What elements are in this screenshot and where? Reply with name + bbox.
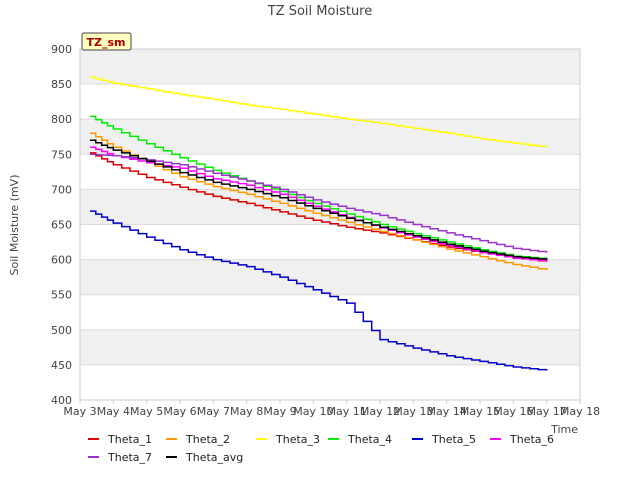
x-tick-label: May 12 <box>360 405 400 418</box>
x-tick-label: May 5 <box>130 405 163 418</box>
y-tick-label: 650 <box>51 219 72 232</box>
x-tick-label: May 9 <box>263 405 296 418</box>
y-tick-label: 850 <box>51 78 72 91</box>
badge-label: TZ_sm <box>87 36 126 49</box>
plot-frame <box>79 48 581 401</box>
x-tick-label: May 11 <box>327 405 367 418</box>
badge-box <box>81 32 132 51</box>
x-tick-label: May 8 <box>230 405 263 418</box>
y-tick-label: 500 <box>51 324 72 337</box>
y-tick-label: 450 <box>51 359 72 372</box>
series-line-theta_2 <box>90 132 548 271</box>
y-tick-label: 600 <box>51 254 72 267</box>
x-tick-label: May 14 <box>427 405 467 418</box>
grid-lines <box>80 48 580 401</box>
y-tick-label: 900 <box>51 43 72 56</box>
legend-label-theta_6: Theta_6 <box>509 433 554 446</box>
series-lines <box>90 76 548 371</box>
band <box>80 119 580 155</box>
y-axis-label: Soil Moisture (mV) <box>8 175 21 276</box>
y-tick-label: 800 <box>51 113 72 126</box>
x-tick-label: May 10 <box>293 405 333 418</box>
x-tick-label: May 16 <box>493 405 533 418</box>
x-tick-label: May 3 <box>63 405 96 418</box>
series-line-theta_5 <box>90 210 548 371</box>
legend-label-theta_3: Theta_3 <box>275 433 320 446</box>
x-tick-label: May 13 <box>393 405 433 418</box>
legend-label-theta_5: Theta_5 <box>431 433 476 446</box>
band <box>80 329 580 365</box>
x-tick-label: May 4 <box>97 405 130 418</box>
x-tick-label: May 6 <box>163 405 196 418</box>
y-tick-label: 550 <box>51 289 72 302</box>
band <box>80 49 580 85</box>
x-tick-label: May 7 <box>197 405 230 418</box>
x-tick-label: May 18 <box>560 405 600 418</box>
y-tick-label: 750 <box>51 148 72 161</box>
chart-title: TZ Soil Moisture <box>267 4 373 19</box>
legend: Theta_1 Theta_2 Theta_3 Theta_4 Theta_5 Theta… <box>88 433 554 464</box>
series-line-theta_7 <box>90 153 548 253</box>
y-tick-label: 700 <box>51 183 72 196</box>
legend-label-theta_2: Theta_2 <box>185 433 230 446</box>
y-tick-label: 400 <box>51 394 72 407</box>
x-tick-label: May 15 <box>460 405 500 418</box>
background-bands <box>80 49 580 365</box>
x-tick-label: May 17 <box>527 405 567 418</box>
legend-label-theta_1: Theta_1 <box>107 433 152 446</box>
legend-label-theta_avg: Theta_avg <box>185 451 243 464</box>
y-axis-ticks: 400 450 500 550 600 650 700 750 800 850 900 <box>51 43 72 407</box>
series-line-theta_avg <box>90 139 548 260</box>
legend-label-theta_4: Theta_4 <box>347 433 392 446</box>
legend-label-theta_7: Theta_7 <box>107 451 152 464</box>
x-axis-label: Time <box>550 423 578 436</box>
band <box>80 259 580 295</box>
series-line-theta_3 <box>90 76 548 148</box>
